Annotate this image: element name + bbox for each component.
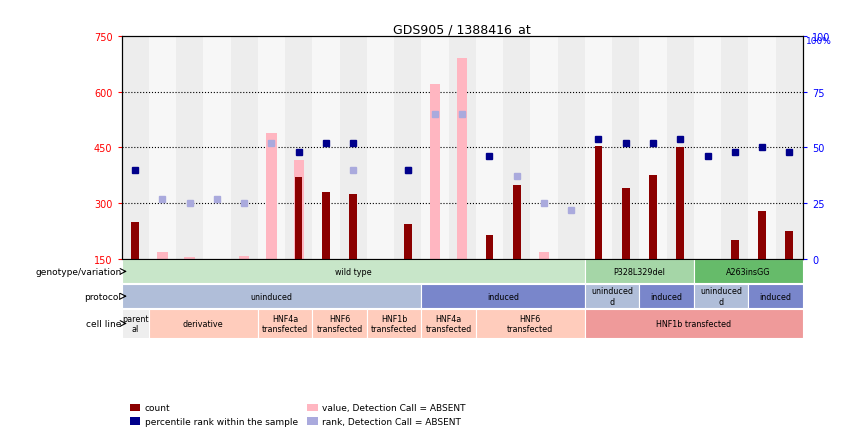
Bar	[676, 148, 684, 260]
Bar	[595, 146, 602, 260]
Bar	[350, 194, 357, 260]
Text: HNF4a
transfected: HNF4a transfected	[262, 314, 308, 333]
Bar	[748, 37, 776, 260]
Bar	[266, 133, 277, 260]
Bar	[640, 37, 667, 260]
Bar	[786, 232, 793, 260]
FancyBboxPatch shape	[367, 309, 421, 338]
Text: parent
al: parent al	[122, 314, 148, 333]
Text: 100%: 100%	[806, 37, 832, 46]
FancyBboxPatch shape	[122, 285, 421, 308]
Text: derivative: derivative	[183, 319, 224, 328]
Bar	[157, 252, 168, 260]
Text: uninduced: uninduced	[251, 292, 293, 301]
FancyBboxPatch shape	[148, 309, 258, 338]
Bar	[258, 37, 285, 260]
Text: cell line: cell line	[86, 319, 122, 328]
Legend: count, percentile rank within the sample, value, Detection Call = ABSENT, rank, : count, percentile rank within the sample…	[126, 400, 470, 430]
FancyBboxPatch shape	[476, 309, 585, 338]
Bar	[776, 37, 803, 260]
Bar	[731, 241, 739, 260]
Text: A263insGG: A263insGG	[727, 267, 771, 276]
Bar	[476, 37, 503, 260]
Bar	[694, 37, 721, 260]
Text: HNF6
transfected: HNF6 transfected	[507, 314, 554, 333]
Text: HNF4a
transfected: HNF4a transfected	[425, 314, 471, 333]
Bar	[513, 185, 521, 260]
Text: HNF1b
transfected: HNF1b transfected	[371, 314, 418, 333]
Bar	[404, 224, 411, 260]
Bar	[185, 257, 194, 260]
Text: induced: induced	[487, 292, 519, 301]
Bar	[203, 37, 231, 260]
Bar	[539, 253, 549, 260]
Bar	[557, 37, 585, 260]
Bar	[585, 37, 612, 260]
Text: uninduced
d: uninduced d	[591, 287, 633, 306]
Bar	[457, 59, 467, 260]
FancyBboxPatch shape	[640, 285, 694, 308]
FancyBboxPatch shape	[312, 309, 367, 338]
Bar	[231, 37, 258, 260]
Text: protocol: protocol	[84, 292, 122, 301]
FancyBboxPatch shape	[122, 309, 148, 338]
Bar	[612, 37, 640, 260]
Bar	[367, 37, 394, 260]
Bar	[430, 85, 440, 260]
Bar	[148, 37, 176, 260]
Bar	[285, 37, 312, 260]
Bar	[759, 211, 766, 260]
Text: uninduced
d: uninduced d	[700, 287, 742, 306]
Bar	[486, 235, 493, 260]
Bar	[449, 37, 476, 260]
Bar	[312, 37, 339, 260]
Bar	[530, 37, 557, 260]
Text: induced: induced	[651, 292, 682, 301]
FancyBboxPatch shape	[585, 260, 694, 284]
Title: GDS905 / 1388416_at: GDS905 / 1388416_at	[393, 23, 531, 36]
FancyBboxPatch shape	[421, 309, 476, 338]
Bar	[176, 37, 203, 260]
Bar	[131, 222, 139, 260]
FancyBboxPatch shape	[694, 285, 748, 308]
FancyBboxPatch shape	[585, 285, 640, 308]
Bar	[295, 178, 302, 260]
FancyBboxPatch shape	[122, 260, 585, 284]
Bar	[622, 189, 629, 260]
Text: HNF6
transfected: HNF6 transfected	[317, 314, 363, 333]
FancyBboxPatch shape	[694, 260, 803, 284]
Text: genotype/variation: genotype/variation	[36, 267, 122, 276]
Bar	[322, 193, 330, 260]
Text: wild type: wild type	[335, 267, 372, 276]
Bar	[122, 37, 148, 260]
Text: P328L329del: P328L329del	[614, 267, 665, 276]
Bar	[566, 260, 576, 273]
FancyBboxPatch shape	[258, 309, 312, 338]
Text: induced: induced	[760, 292, 792, 301]
FancyBboxPatch shape	[585, 309, 803, 338]
Text: HNF1b transfected: HNF1b transfected	[656, 319, 732, 328]
Bar	[667, 37, 694, 260]
FancyBboxPatch shape	[421, 285, 585, 308]
Bar	[421, 37, 449, 260]
Bar	[239, 256, 249, 260]
Bar	[503, 37, 530, 260]
Bar	[293, 161, 304, 260]
Bar	[339, 37, 367, 260]
Bar	[394, 37, 421, 260]
FancyBboxPatch shape	[748, 285, 803, 308]
Bar	[649, 176, 657, 260]
Bar	[721, 37, 748, 260]
